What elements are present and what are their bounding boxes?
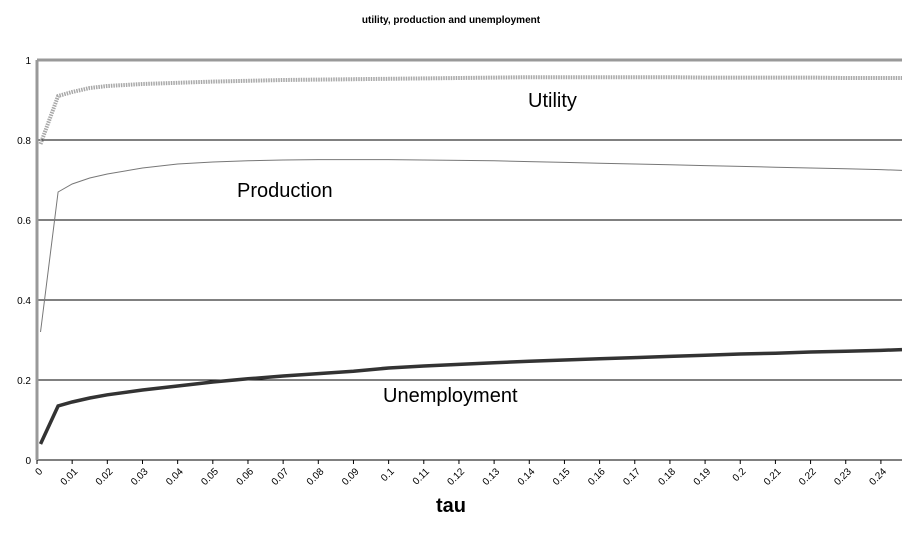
x-tick-label: 0.07 [270,466,292,488]
y-tick-label: 0 [25,456,31,467]
x-tick-label: 0.24 [867,466,889,488]
x-axis-label: tau [436,495,466,517]
y-tick-label: 0.2 [17,376,31,387]
x-tick-label: 0.14 [516,466,538,488]
x-tick-label: 0.13 [481,466,503,488]
y-tick-label: 0.6 [17,216,31,227]
x-tick-label: 0.2 [731,466,749,484]
x-tick-label: 0.17 [621,466,643,488]
x-tick-label: 0.11 [411,466,432,487]
x-tick-label: 0 [33,466,45,478]
y-tick-label: 0.8 [17,136,31,147]
series-label: Production [237,180,333,202]
series-line [40,159,902,333]
series-line [38,75,902,145]
x-tick-label: 0.02 [94,466,116,488]
x-tick-label: 0.19 [692,466,714,488]
x-tick-label: 0.06 [235,466,257,488]
y-tick-label: 0.4 [17,296,31,307]
x-tick-label: 0.03 [129,466,151,488]
series-label: Utility [528,90,577,112]
chart-title: utility, production and unemployment [362,15,541,26]
y-tick-label: 1 [25,56,31,67]
x-tick-label: 0.1 [379,466,397,484]
x-tick-label: 0.22 [797,466,819,488]
x-tick-label: 0.04 [164,466,186,488]
x-tick-label: 0.08 [305,466,327,488]
x-tick-label: 0.18 [657,466,679,488]
series-line [38,347,902,445]
x-tick-label: 0.05 [199,466,221,488]
x-tick-label: 0.12 [446,466,468,488]
x-tick-label: 0.21 [762,466,784,488]
x-tick-label: 0.15 [551,466,573,488]
x-tick-label: 0.16 [586,466,608,488]
x-tick-label: 0.23 [832,466,854,488]
x-tick-label: 0.01 [59,466,81,488]
x-tick-label: 0.09 [340,466,362,488]
series-label: Unemployment [383,385,518,407]
